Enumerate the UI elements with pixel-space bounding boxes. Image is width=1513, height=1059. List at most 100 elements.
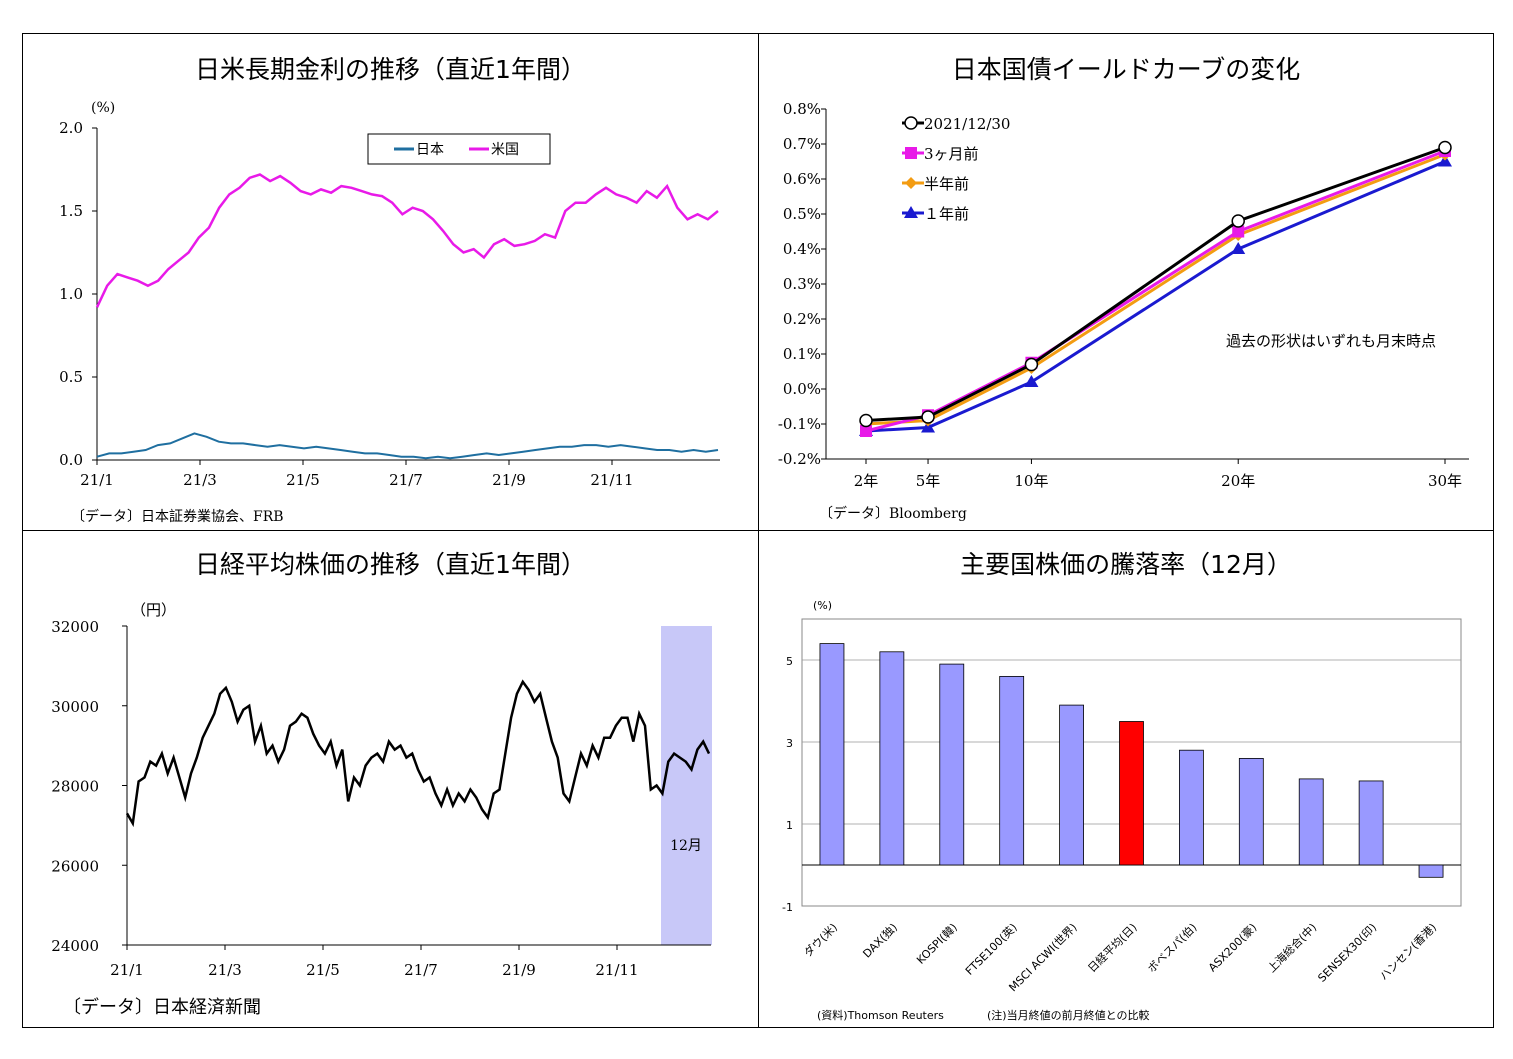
y-tick-label: 32000	[51, 618, 99, 636]
x-tick-label: 21/3	[208, 961, 242, 979]
curve-line	[865, 160, 1446, 433]
y-tick-label: 1.0	[59, 285, 83, 303]
legend-label: 3ヶ月前	[924, 145, 979, 163]
y-tick-label: 0.1%	[783, 345, 821, 363]
chart-title: 主要国株価の騰落率（12月）	[960, 550, 1292, 579]
x-tick-label: ダウ(米)	[801, 920, 840, 959]
chart-title: 日米長期金利の推移（直近1年間）	[195, 55, 586, 84]
legend-marker	[904, 116, 918, 130]
curve-line	[865, 149, 1446, 433]
bar	[1358, 780, 1384, 866]
y-tick-label: 5	[786, 655, 793, 668]
bar	[1059, 704, 1084, 866]
y-tick-label: -1	[782, 901, 793, 914]
data-point	[1231, 214, 1245, 228]
x-tick-label: ハンセン(香港)	[1377, 921, 1439, 983]
y-tick-label: 2.0	[59, 119, 83, 137]
series-line-japan	[96, 432, 719, 460]
chart-source: 〔データ〕日本経済新聞	[63, 997, 261, 1018]
chart-title: 日経平均株価の推移（直近1年間）	[195, 550, 586, 579]
data-point	[860, 425, 872, 437]
data-point	[1024, 375, 1039, 387]
legend-label-japan: 日本	[416, 142, 444, 158]
chart-annotation: 過去の形状はいずれも月末時点	[1226, 332, 1437, 350]
panel-world-stocks: 主要国株価の騰落率（12月） (資料)Thomson Reuters (注)当月…	[758, 530, 1494, 1028]
data-point	[859, 413, 873, 428]
data-point	[1232, 225, 1245, 238]
legend-marker	[904, 206, 918, 218]
data-point	[921, 410, 935, 424]
chart-title: 日本国債イールドカーブの変化	[951, 55, 1301, 84]
x-tick-label: 21/5	[306, 961, 340, 979]
y-tick-label: 30000	[51, 698, 99, 716]
y-tick-label: 24000	[51, 937, 99, 955]
x-tick-label: 上海総合(中)	[1264, 920, 1319, 975]
x-tick-label: 21/11	[590, 471, 633, 489]
bar	[999, 675, 1025, 866]
y-tick-label: 0.8%	[783, 100, 821, 118]
x-tick-label: 10年	[1014, 472, 1048, 490]
yield-curve-chart: 0.8% 0.7% 0.6% 0.5% 0.4% 0.3% 0.2% 0.1% 0.0% -0.1…	[778, 100, 1469, 490]
chart-source: 〔データ〕日本証券業協会、FRB	[71, 509, 284, 525]
x-tick-label: 21/11	[595, 961, 638, 979]
bar	[939, 663, 965, 866]
x-tick-label: 21/1	[80, 471, 114, 489]
world-stocks-chart: 531-1(%)ダウ(米) DAX(独) KOSPI(韓) FTSE100(英)MSC…	[782, 599, 1462, 994]
panel-jp-us-yields: 日米長期金利の推移（直近1年間） 〔データ〕日本証券業協会、FRB 0.0 0.5…	[22, 33, 759, 531]
panel-jgb-yield-curve: 日本国債イールドカーブの変化 〔データ〕Bloomberg 過去の形状はいずれも…	[758, 33, 1494, 531]
legend-label-us: 米国	[491, 142, 519, 158]
x-tick-label: 20年	[1221, 472, 1255, 490]
panel-nikkei: 日経平均株価の推移（直近1年間） 〔データ〕日本経済新聞 12月 32000 300…	[22, 530, 759, 1028]
bar	[1179, 749, 1204, 866]
y-tick-label: 1	[786, 819, 793, 832]
x-tick-label: SENSEX30(印)	[1315, 921, 1379, 985]
data-point	[1024, 357, 1039, 372]
data-point	[921, 420, 936, 433]
y-tick-label: 26000	[51, 857, 99, 875]
x-tick-label: 日経平均(日)	[1085, 921, 1139, 975]
y-tick-label: 0.2%	[783, 310, 821, 328]
bar	[1418, 864, 1444, 878]
x-tick-label: 21/3	[183, 471, 217, 489]
data-point	[1438, 140, 1452, 155]
bar	[1298, 778, 1324, 866]
x-tick-label: 21/9	[502, 961, 536, 979]
y-tick-label: 0.6%	[783, 170, 821, 188]
bar	[879, 651, 905, 866]
x-tick-label: FTSE100(英)	[962, 920, 1020, 978]
shade-label: 12月	[670, 838, 702, 854]
bar	[1238, 757, 1264, 866]
legend-label: 2021/12/30	[924, 115, 1010, 133]
y-tick-label: 0.5%	[783, 205, 821, 223]
chart-source: 〔データ〕Bloomberg	[819, 506, 967, 522]
y-tick-label: -0.1%	[778, 415, 821, 433]
y-tick-label: 0.0%	[783, 380, 821, 398]
y-tick-label: 0.3%	[783, 275, 821, 293]
y-tick-label: 0.5	[59, 368, 83, 386]
x-tick-label: ASX200(豪)	[1205, 920, 1259, 974]
legend-label: 半年前	[924, 175, 969, 193]
y-unit-label: (%)	[813, 599, 832, 612]
y-unit-label: (%)	[91, 100, 115, 116]
y-tick-label: 0.7%	[783, 135, 821, 153]
x-tick-label: 2年	[854, 472, 879, 490]
y-tick-label: -0.2%	[778, 450, 821, 468]
y-tick-label: 28000	[51, 778, 99, 796]
legend-label: １年前	[924, 205, 969, 223]
yield-chart: 0.0 0.5 1.0 1.5 2.0 (%) 21/1 21/3 21/5 21/7 21/9 21…	[59, 100, 720, 489]
x-tick-label: KOSPI(韓)	[914, 921, 960, 967]
nikkei-chart: 12月 32000 30000 28000 26000 24000 （円） 21/1 21/3 2…	[51, 601, 712, 979]
bar	[819, 643, 845, 866]
chart-source: (資料)Thomson Reuters	[817, 1009, 944, 1022]
legend-marker	[905, 147, 917, 159]
x-tick-label: DAX(独)	[860, 921, 900, 961]
y-unit-label: （円）	[131, 601, 176, 619]
chart-note: (注)当月終値の前月終値との比較	[987, 1009, 1150, 1022]
x-tick-label: 5年	[916, 472, 941, 490]
bar	[1119, 721, 1144, 866]
series-line-us	[95, 173, 719, 308]
nikkei-line	[125, 679, 711, 828]
x-tick-label: 30年	[1428, 472, 1462, 490]
december-shade	[661, 626, 712, 945]
x-tick-label: ボベスパ(伯)	[1145, 920, 1200, 975]
